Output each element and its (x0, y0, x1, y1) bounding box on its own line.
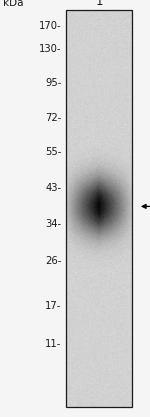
Bar (66, 10, 132, 407)
Text: 72-: 72- (45, 113, 62, 123)
Text: 34-: 34- (45, 219, 61, 229)
Text: 11-: 11- (45, 339, 62, 349)
Text: 170-: 170- (39, 21, 62, 31)
Text: 26-: 26- (45, 256, 62, 266)
Text: 130-: 130- (39, 44, 62, 54)
Text: 95-: 95- (45, 78, 62, 88)
Text: 55-: 55- (45, 147, 62, 157)
Text: 1: 1 (95, 0, 103, 8)
Text: 43-: 43- (45, 183, 61, 193)
Text: kDa: kDa (3, 0, 24, 8)
Text: 17-: 17- (45, 301, 62, 311)
